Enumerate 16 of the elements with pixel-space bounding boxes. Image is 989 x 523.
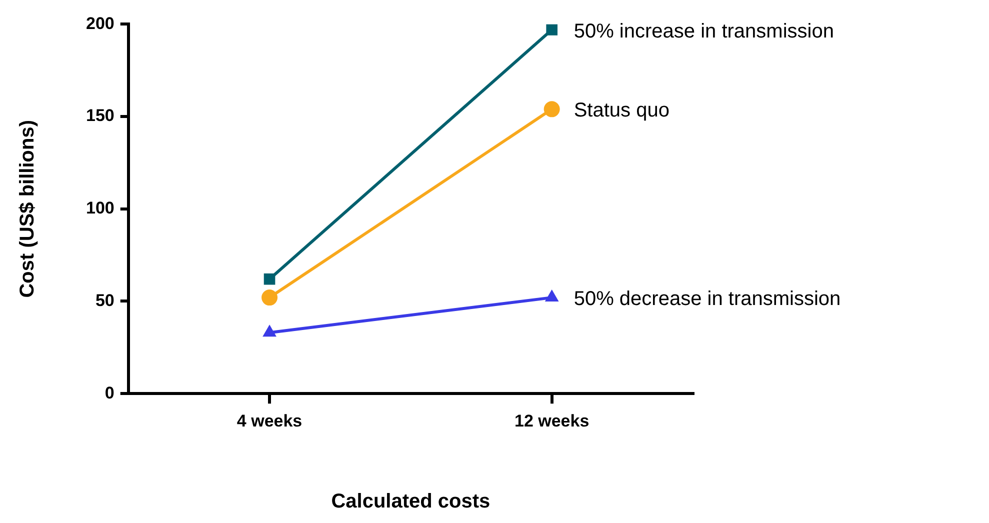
y-tick-label: 100	[86, 198, 114, 218]
y-tick-label: 0	[104, 383, 114, 402]
y-axis-title: Cost (US$ billions)	[16, 120, 39, 298]
point	[546, 24, 558, 36]
point	[544, 101, 560, 118]
y-tick-label: 50	[95, 290, 114, 310]
series-label: 50% increase in transmission	[574, 20, 834, 42]
point	[264, 273, 276, 285]
y-tick-label: 150	[86, 106, 114, 126]
y-tick-label: 200	[86, 14, 114, 33]
x-axis-title: Calculated costs	[331, 490, 490, 513]
series-label: Status quo	[574, 100, 670, 122]
x-tick-label: 4 weeks	[236, 411, 302, 430]
point	[262, 290, 278, 306]
series-label: 50% decrease in transmission	[574, 288, 841, 310]
x-tick-label: 12 weeks	[514, 411, 590, 430]
